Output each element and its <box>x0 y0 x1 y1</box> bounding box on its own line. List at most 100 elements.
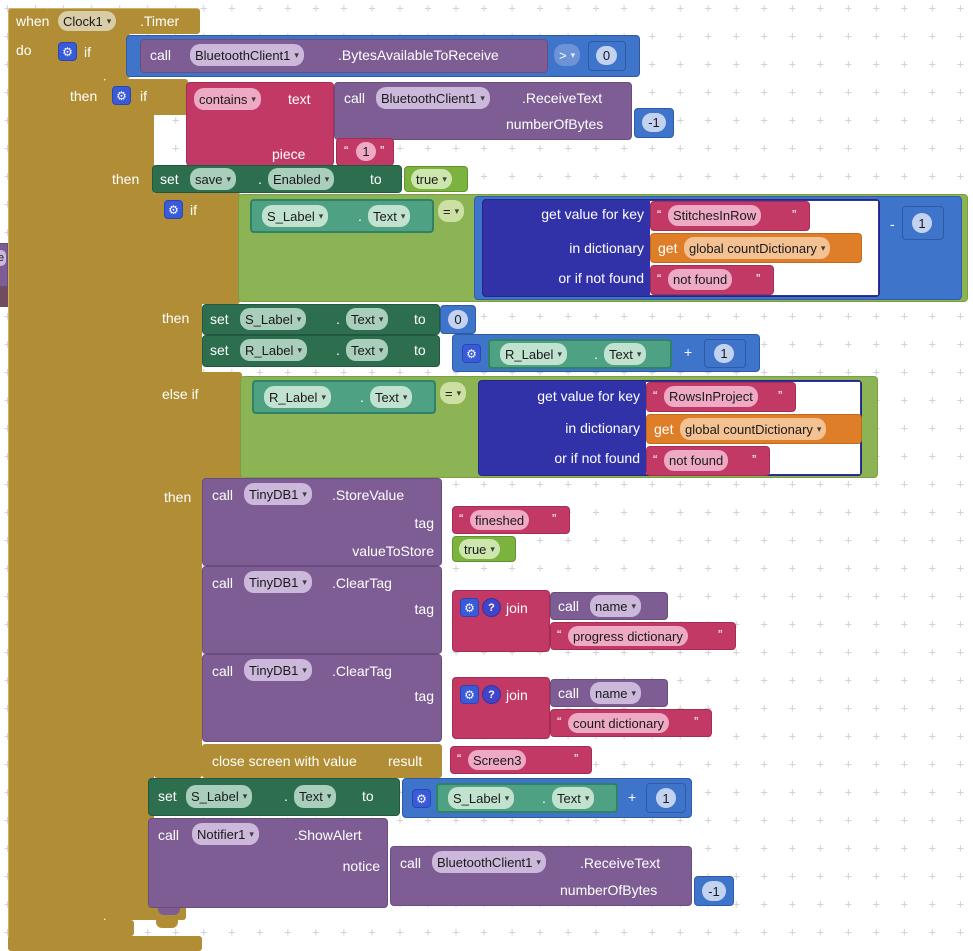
if3-then-label: then <box>162 310 190 326</box>
plus-gear-icon[interactable] <box>412 789 431 808</box>
number-zero-field[interactable]: 0 <box>596 46 617 65</box>
join-label: join <box>506 600 528 616</box>
tinydb-component-dropdown[interactable]: TinyDB1 <box>244 571 312 593</box>
tinydb-cleartag-block[interactable] <box>202 654 442 742</box>
save-component-dropdown[interactable]: save <box>190 168 236 190</box>
true-dropdown[interactable]: true <box>459 539 500 559</box>
number-minus-one-field[interactable]: -1 <box>702 881 726 901</box>
rowsinproject-field[interactable]: RowsInProject <box>664 386 758 407</box>
open-quote-icon <box>557 714 561 729</box>
fineshed-field[interactable]: fineshed <box>470 510 530 530</box>
if1-block-spine[interactable] <box>46 33 104 936</box>
global-countdictionary-dropdown[interactable]: global countDictionary <box>680 418 827 440</box>
number-one-field[interactable]: 1 <box>656 788 676 808</box>
notfound-field[interactable]: not found <box>664 450 729 471</box>
text-property-dropdown[interactable]: Text <box>368 205 411 227</box>
true-dropdown[interactable]: true <box>411 169 452 189</box>
do-label: do <box>16 42 32 58</box>
number-zero-field[interactable]: 0 <box>448 310 468 329</box>
if3-elseif-row[interactable] <box>154 372 242 482</box>
join-help-icon[interactable] <box>482 598 501 617</box>
tinydb-component-dropdown[interactable]: TinyDB1 <box>244 483 312 505</box>
if3-gear-icon[interactable] <box>164 200 183 219</box>
screen3-field[interactable]: Screen3 <box>468 750 527 770</box>
tinydb-storevalue-block[interactable] <box>202 478 442 566</box>
join-label: join <box>506 687 528 703</box>
set-label: set <box>158 788 177 804</box>
join-gear-icon[interactable] <box>460 685 479 704</box>
if1-keyword: if <box>84 44 91 60</box>
text-property-dropdown[interactable]: Text <box>346 339 389 361</box>
plus-gear-icon[interactable] <box>462 344 481 363</box>
name-procedure-dropdown[interactable]: name <box>590 595 642 617</box>
global-countdictionary-dropdown[interactable]: global countDictionary <box>684 237 831 259</box>
notifier-showalert-block[interactable] <box>148 818 388 908</box>
text-property-dropdown[interactable]: Text <box>552 787 595 809</box>
set-slabel-zero-block[interactable] <box>202 304 440 335</box>
text-property-dropdown[interactable]: Text <box>604 343 647 365</box>
text-property-dropdown[interactable]: Text <box>346 308 389 330</box>
number-one-field[interactable]: 1 <box>912 213 932 233</box>
contains-operator-dropdown[interactable]: contains <box>194 88 261 110</box>
open-quote-icon <box>457 751 461 766</box>
name-procedure-dropdown[interactable]: name <box>590 682 642 704</box>
set-rlabel-block[interactable] <box>202 335 440 367</box>
when-block-bottom[interactable] <box>8 936 202 951</box>
call-label: call <box>212 663 234 679</box>
close-quote-icon <box>694 714 698 729</box>
notifier-component-dropdown[interactable]: Notifier1 <box>192 823 259 845</box>
number-one-field[interactable]: 1 <box>714 344 734 363</box>
equals-operator-dropdown[interactable]: = <box>438 200 465 222</box>
result-socket-label: result <box>388 753 423 769</box>
join-gear-icon[interactable] <box>460 598 479 617</box>
call-label: call <box>158 827 180 843</box>
slabel-component-dropdown[interactable]: S_Label <box>262 205 329 227</box>
notfound-field[interactable]: not found <box>668 269 733 290</box>
set-slabel-plus-block[interactable] <box>148 778 400 816</box>
storevalue-method: .StoreValue <box>332 487 405 503</box>
dot-separator: . <box>258 171 262 187</box>
slabel-component-dropdown[interactable]: S_Label <box>240 308 307 330</box>
text-property-dropdown[interactable]: Text <box>294 785 337 808</box>
rlabel-component-dropdown[interactable]: R_Label <box>500 343 567 365</box>
close-screen-block[interactable] <box>202 744 442 778</box>
stitchesinrow-field[interactable]: StitchesInRow <box>668 205 762 226</box>
clock-component-dropdown[interactable]: Clock1 <box>58 11 117 31</box>
progress-dictionary-field[interactable]: progress dictionary <box>568 626 688 646</box>
minus-operator: - <box>890 216 895 232</box>
slabel-component-dropdown[interactable]: S_Label <box>186 785 253 808</box>
tinydb-cleartag-block[interactable] <box>202 566 442 654</box>
dot-separator: . <box>594 346 598 362</box>
tinydb-component-dropdown[interactable]: TinyDB1 <box>244 659 312 681</box>
number-minus-one-field[interactable]: -1 <box>642 113 666 132</box>
count-dictionary-field[interactable]: count dictionary <box>568 713 670 733</box>
bluetooth-component-dropdown[interactable]: BluetoothClient1 <box>190 44 304 66</box>
rlabel-component-dropdown[interactable]: R_Label <box>240 339 307 361</box>
call-label: call <box>150 47 172 63</box>
if2-gear-icon[interactable] <box>112 86 131 105</box>
equals-operator-dropdown[interactable]: = <box>440 382 467 404</box>
showalert-method: .ShowAlert <box>294 827 362 843</box>
when-block-spine[interactable] <box>8 8 48 951</box>
if3-block-spine[interactable] <box>154 192 202 778</box>
close-quote-icon <box>552 511 556 526</box>
if1-block-bottom[interactable] <box>46 920 134 936</box>
bluetooth-component-dropdown[interactable]: BluetoothClient1 <box>432 851 546 873</box>
enabled-property-dropdown[interactable]: Enabled <box>268 168 335 190</box>
valuetostore-socket-label: valueToStore <box>352 543 434 559</box>
join-help-icon[interactable] <box>482 685 501 704</box>
text-property-dropdown[interactable]: Text <box>370 386 413 408</box>
gt-operator-dropdown[interactable]: > <box>554 44 581 66</box>
close-quote-icon <box>380 143 384 158</box>
dot-separator: . <box>358 208 362 224</box>
offscreen-block-field[interactable]: e <box>0 250 7 266</box>
offscreen-block-fragment2[interactable] <box>0 287 8 307</box>
string-1-field[interactable]: 1 <box>356 142 376 161</box>
rlabel-component-dropdown[interactable]: R_Label <box>264 386 331 408</box>
if1-gear-icon[interactable] <box>58 42 77 61</box>
slabel-component-dropdown[interactable]: S_Label <box>448 787 515 809</box>
bluetooth-component-dropdown[interactable]: BluetoothClient1 <box>376 87 490 109</box>
notifier-bottom-notch <box>158 906 180 915</box>
if2-block-spine[interactable] <box>104 79 154 920</box>
